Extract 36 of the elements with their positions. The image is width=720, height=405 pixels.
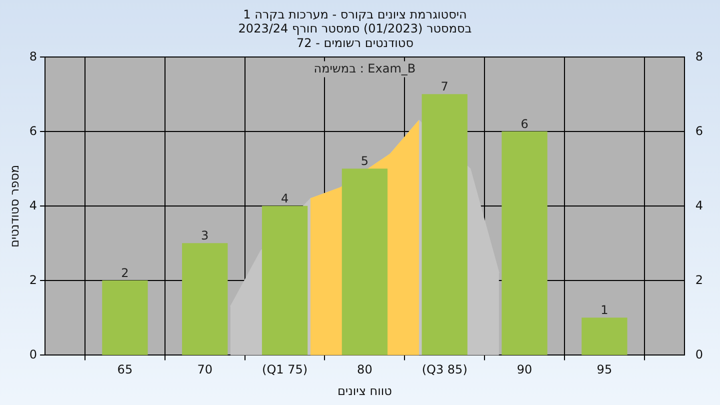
y2-tick-label: 4 [695,198,704,212]
y-tick-label: 6 [29,124,38,138]
bar [582,318,628,356]
x-tick-label: (Q1 75) [262,362,308,377]
chart-subtitle: בסמסטר (01/2023) סמסטר חורף 2023/24 סטודנטים רשומים - 72 [238,22,472,50]
data-label: 2 [121,266,129,280]
data-label: 1 [600,303,608,318]
bar [422,94,468,356]
y2-tick-label: 2 [695,272,704,287]
chart-title: היסטוגרמת ציונים בקורס - מערכות בקרה 1 [243,7,467,22]
data-label: 3 [201,228,209,243]
y-axis-title: מספר סטודנטים [7,164,22,248]
x-tick-label: 95 [596,362,612,377]
x-tick-label: 70 [197,362,213,377]
y-tick-label: 8 [29,49,38,64]
data-label: 6 [520,116,528,131]
annotation: במשימה : Exam_B [314,61,416,76]
x-tick-label: 90 [516,362,532,377]
y-tick-label: 0 [29,347,38,362]
bar [182,243,228,356]
bar [342,168,388,356]
x-axis-title: טווח ציונים [337,384,392,398]
y2-tick-label: 0 [695,347,704,362]
data-label: 5 [360,154,369,168]
bar [262,206,308,356]
x-tick-label: (Q3 85) [422,362,468,377]
y2-tick-label: 8 [695,49,704,64]
y2-tick-label: 6 [695,124,704,138]
x-tick-label: 65 [117,362,133,377]
data-label: 4 [280,191,289,206]
bar [102,280,148,356]
bar [502,131,548,356]
y-tick-label: 2 [29,272,38,287]
data-label: 7 [440,80,448,94]
x-tick-label: 80 [357,362,372,377]
y-tick-label: 4 [29,198,38,212]
